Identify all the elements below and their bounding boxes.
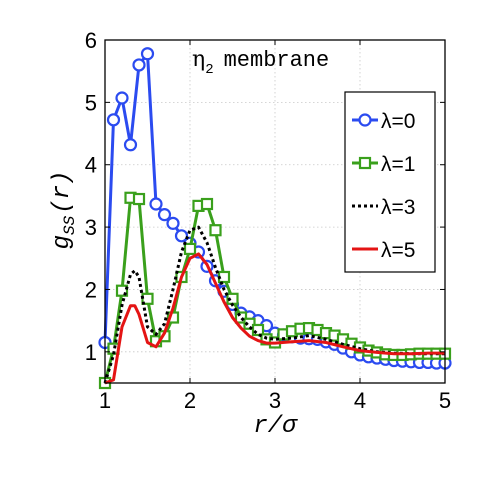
legend: λ=0 λ=1 λ=3 λ=5: [344, 91, 436, 273]
legend-entry: λ=5: [352, 239, 415, 262]
data-point: [149, 197, 163, 211]
data-point: [115, 91, 129, 105]
legend-label: λ=3: [381, 196, 415, 219]
legend-entry: λ=1: [352, 153, 415, 176]
data-point: [174, 229, 189, 243]
x-tick-label: 1: [99, 388, 111, 413]
ticks: 1 2 3 4 5 1 2 3 4 5 6: [85, 28, 451, 413]
x-axis-label: r/σ: [253, 413, 298, 440]
data-point: [251, 323, 265, 337]
data-point: [141, 292, 154, 305]
x-tick-label: 2: [184, 388, 196, 413]
x-tick-label: 4: [354, 388, 366, 413]
legend-label: λ=0: [381, 110, 415, 133]
legend-label: λ=1: [381, 153, 415, 176]
legend-marker: [358, 156, 372, 170]
legend-marker: [358, 113, 372, 127]
ylabel-rest: (r): [49, 171, 76, 214]
y-axis-label: gSS(r): [49, 171, 79, 250]
data-point: [140, 47, 155, 61]
series-line: [104, 252, 445, 385]
series-line: [103, 225, 445, 384]
legend-entry: λ=3: [352, 196, 415, 219]
y-tick-label: 2: [85, 277, 97, 302]
data-point: [132, 192, 146, 206]
x-tick-label: 3: [269, 388, 281, 413]
title-sub: 2: [205, 62, 213, 78]
data-point: [209, 224, 222, 237]
series-2: [103, 225, 445, 384]
data-point: [183, 242, 197, 256]
chart-title: η2 membrane: [192, 47, 329, 78]
title-main: η: [192, 47, 205, 72]
title-rest: membrane: [224, 48, 330, 73]
ylabel-sub: SS: [61, 215, 79, 235]
data-point: [234, 311, 248, 324]
legend-entry: λ=0: [352, 110, 415, 133]
data-point: [132, 58, 146, 72]
y-tick-label: 4: [85, 153, 97, 178]
legend-label: λ=5: [381, 239, 415, 262]
y-tick-label: 5: [85, 90, 97, 115]
x-tick-label: 5: [439, 388, 451, 413]
data-point: [166, 216, 180, 230]
data-point: [115, 284, 129, 297]
data-point: [106, 113, 121, 127]
y-tick-label: 6: [85, 28, 97, 53]
ylabel-main: g: [49, 235, 76, 249]
data-point: [157, 208, 172, 222]
legend-box: [344, 91, 436, 273]
series-3: [104, 252, 445, 385]
data-point: [123, 138, 138, 152]
y-tick-label: 3: [85, 215, 97, 240]
y-tick-label: 1: [85, 340, 97, 365]
series-layer: [98, 47, 452, 390]
data-point: [200, 197, 214, 211]
